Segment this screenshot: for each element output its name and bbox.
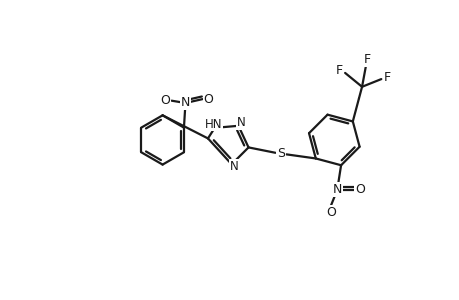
Text: O: O xyxy=(203,93,213,106)
Text: O: O xyxy=(160,94,170,107)
Text: N: N xyxy=(180,97,190,110)
Text: HN: HN xyxy=(204,118,221,130)
Text: F: F xyxy=(336,64,342,77)
Text: F: F xyxy=(363,52,370,66)
Text: S: S xyxy=(276,147,284,160)
Text: O: O xyxy=(325,206,335,219)
Text: N: N xyxy=(229,160,238,173)
Text: N: N xyxy=(237,116,246,129)
Text: O: O xyxy=(355,183,364,196)
Text: N: N xyxy=(332,183,341,196)
Text: F: F xyxy=(383,71,390,84)
